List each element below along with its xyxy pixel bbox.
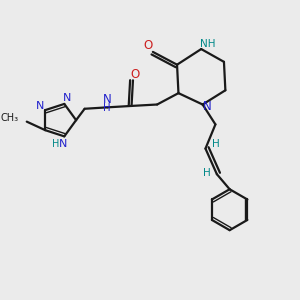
Text: H: H: [203, 168, 211, 178]
Text: O: O: [143, 39, 152, 52]
Text: H: H: [52, 139, 59, 149]
Text: H: H: [103, 103, 111, 113]
Text: O: O: [130, 68, 140, 81]
Text: N: N: [203, 100, 212, 113]
Text: N: N: [62, 93, 71, 103]
Text: CH₃: CH₃: [1, 113, 19, 123]
Text: NH: NH: [200, 39, 215, 49]
Text: N: N: [102, 93, 111, 106]
Text: H: H: [212, 139, 219, 149]
Text: N: N: [36, 101, 44, 111]
Text: N: N: [59, 139, 67, 149]
